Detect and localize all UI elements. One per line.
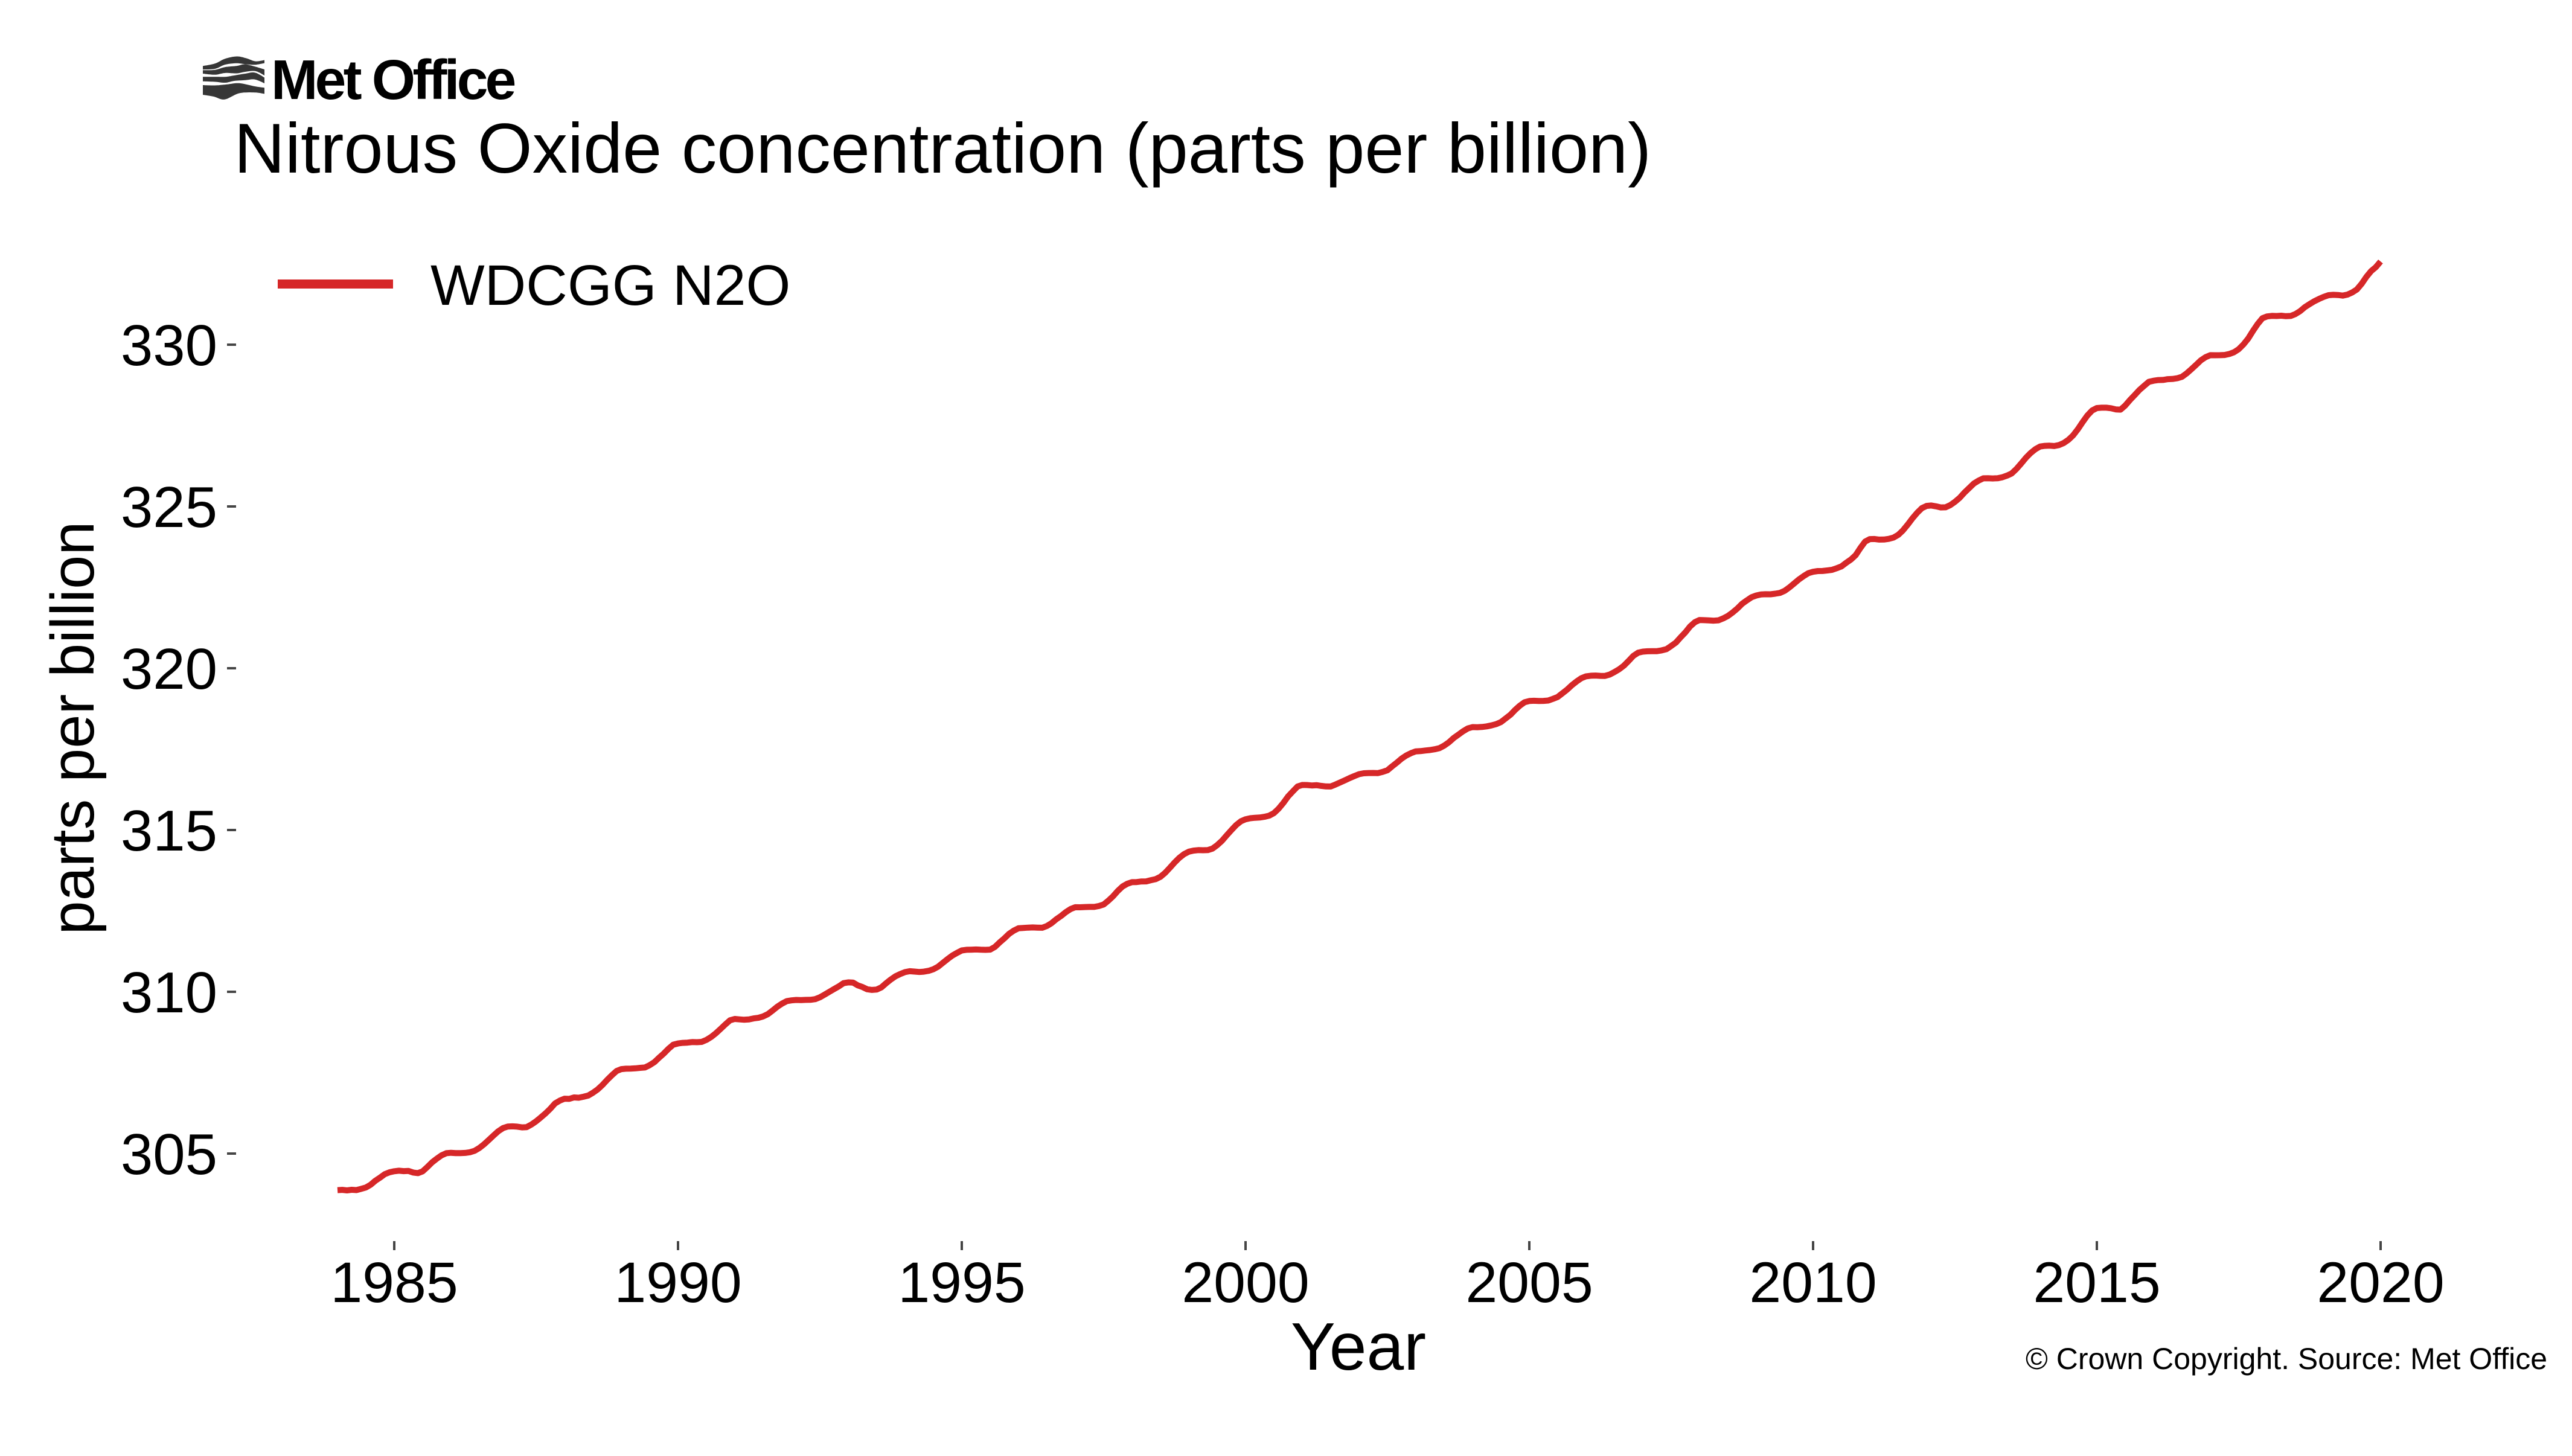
svg-text:© Crown Copyright. Source: Met: © Crown Copyright. Source: Met Office xyxy=(2026,1342,2547,1376)
svg-text:1990: 1990 xyxy=(614,1251,741,1315)
svg-text:2005: 2005 xyxy=(1465,1251,1593,1315)
svg-text:2010: 2010 xyxy=(1749,1251,1876,1315)
svg-text:315: 315 xyxy=(121,799,217,863)
svg-text:Met Office: Met Office xyxy=(271,48,515,111)
svg-text:1985: 1985 xyxy=(330,1251,458,1315)
svg-text:Year: Year xyxy=(1291,1309,1426,1384)
svg-text:310: 310 xyxy=(121,960,217,1025)
svg-text:parts per billion: parts per billion xyxy=(39,522,107,935)
svg-text:2015: 2015 xyxy=(2033,1251,2160,1315)
svg-text:2020: 2020 xyxy=(2317,1251,2444,1315)
svg-text:320: 320 xyxy=(121,637,217,701)
svg-text:330: 330 xyxy=(121,313,217,378)
svg-text:Nitrous Oxide concentration (p: Nitrous Oxide concentration (parts per b… xyxy=(234,109,1652,188)
svg-text:305: 305 xyxy=(121,1122,217,1187)
svg-text:WDCGG N2O: WDCGG N2O xyxy=(430,254,790,318)
svg-text:325: 325 xyxy=(121,475,217,540)
svg-text:2000: 2000 xyxy=(1182,1251,1309,1315)
svg-text:1995: 1995 xyxy=(898,1251,1025,1315)
